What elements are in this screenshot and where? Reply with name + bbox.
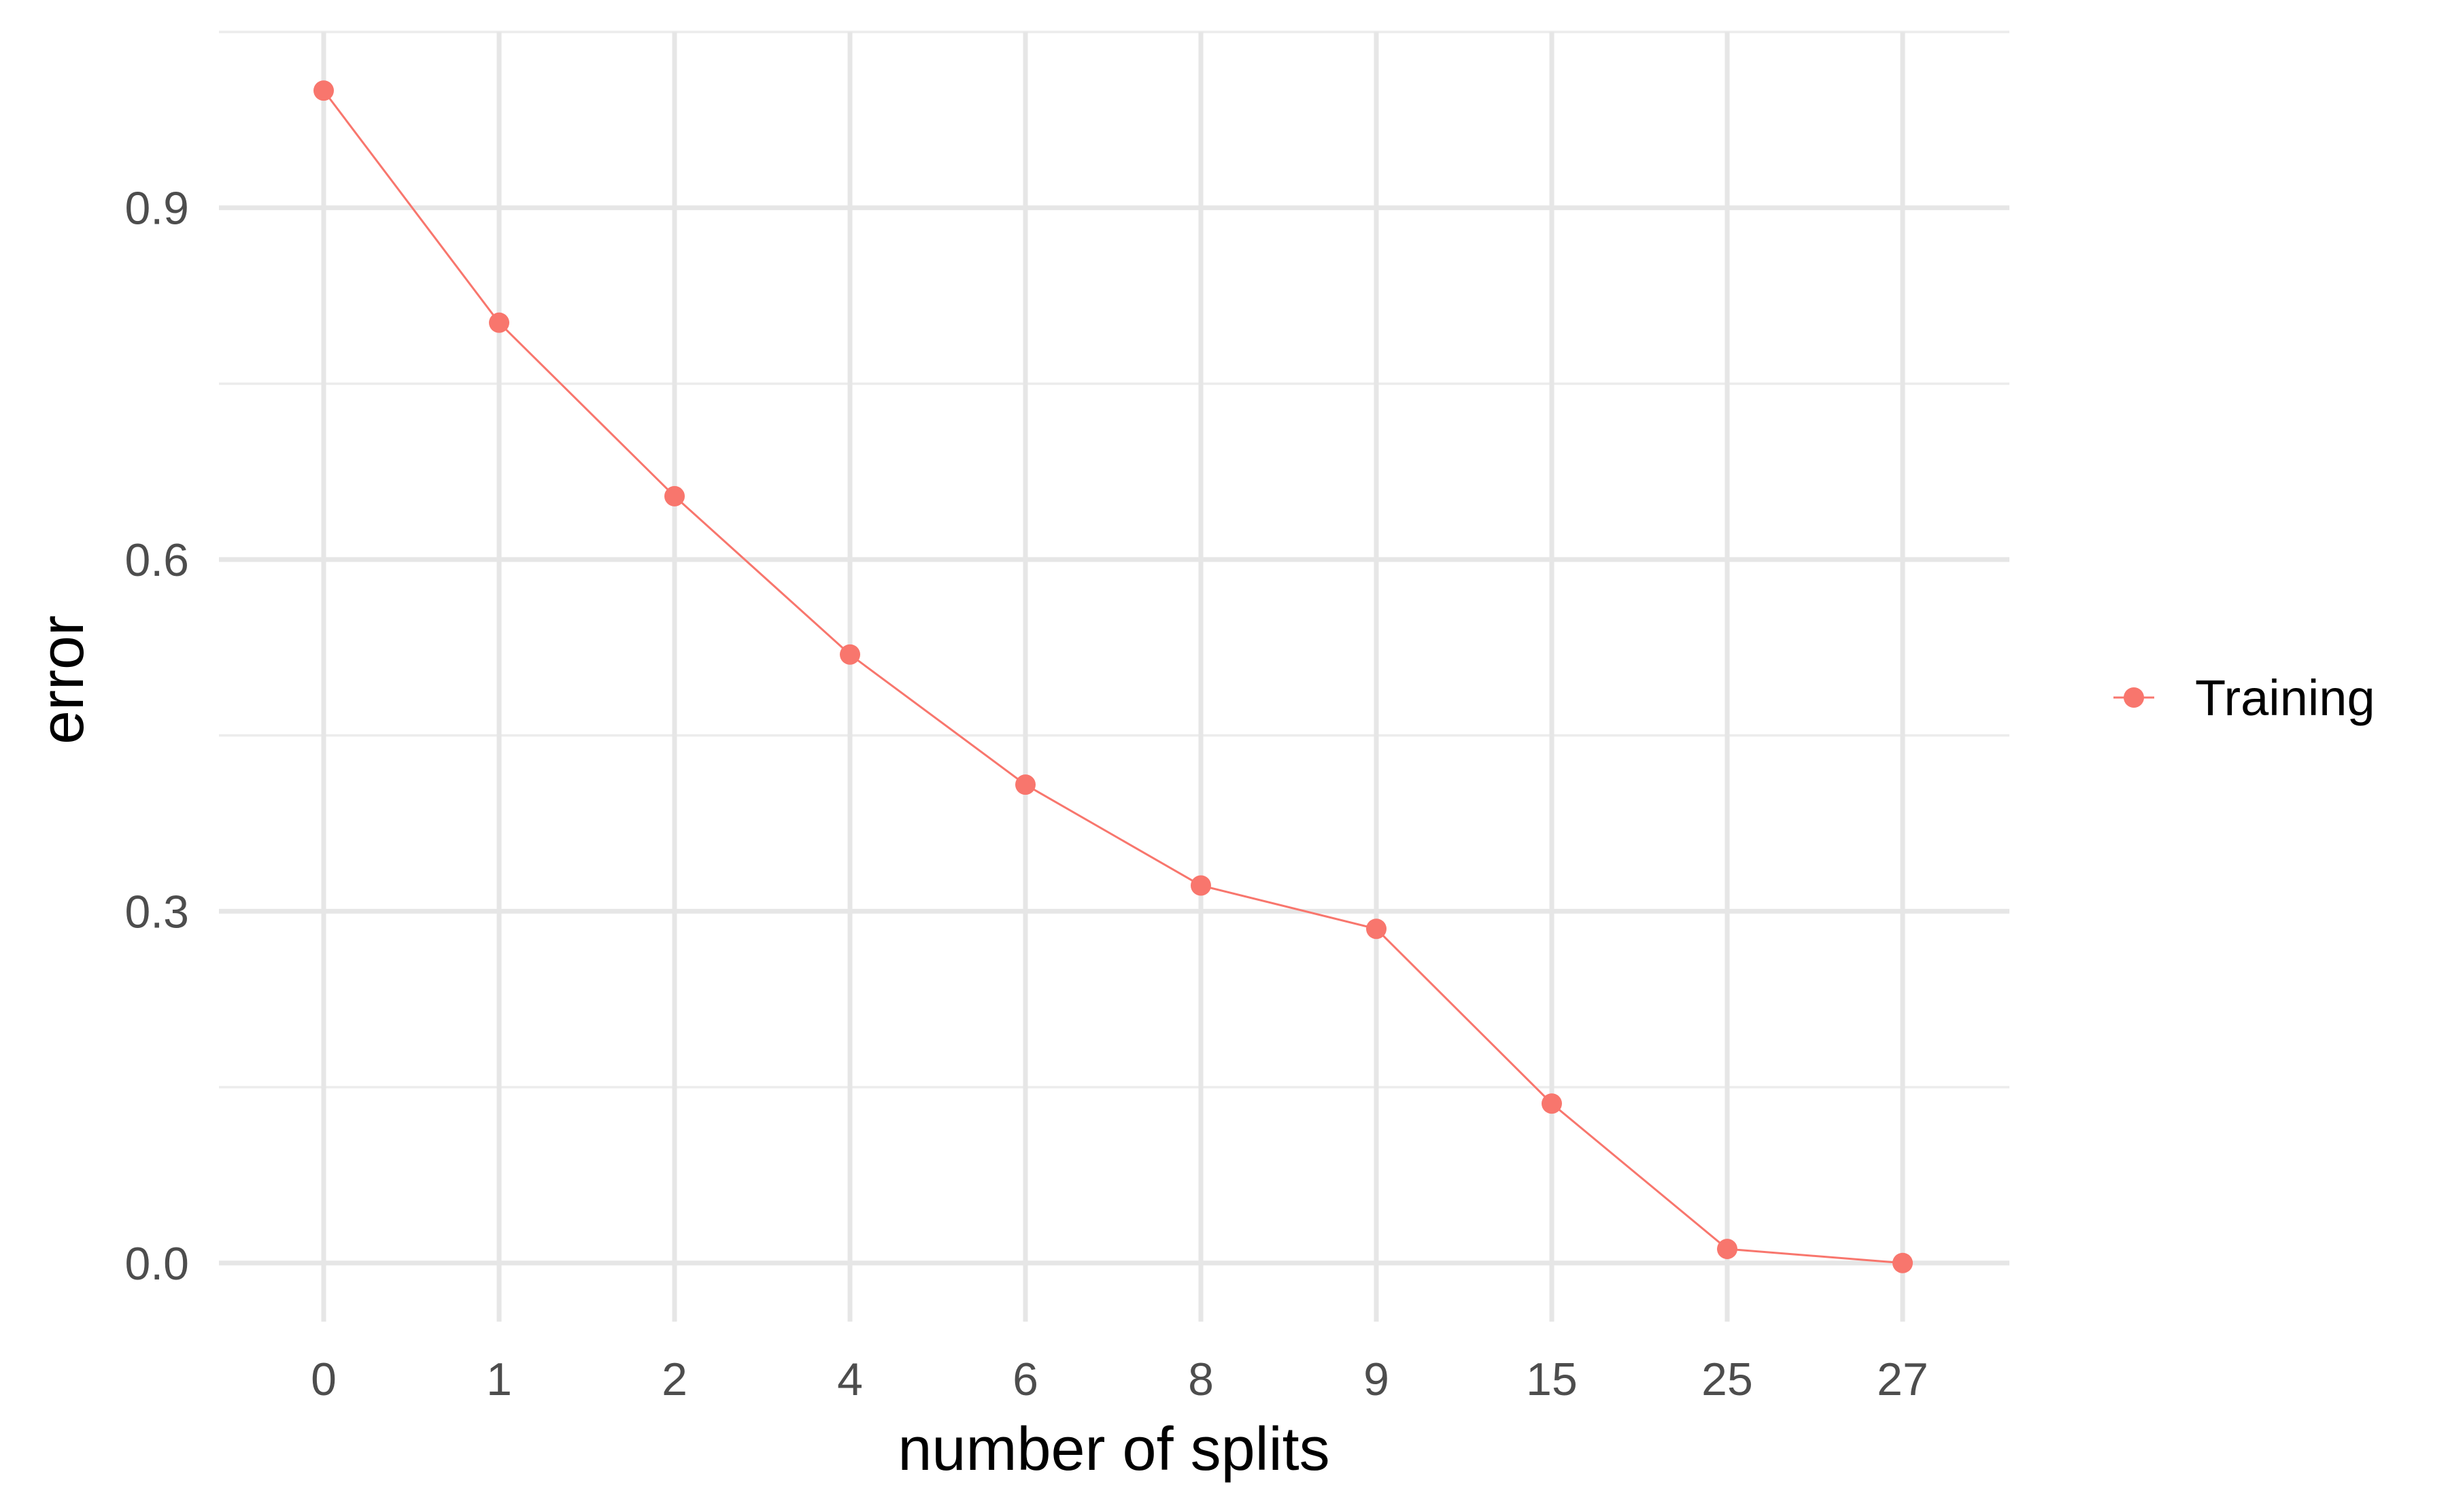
x-tick-label: 0	[311, 1354, 337, 1405]
x-tick-label: 9	[1363, 1354, 1389, 1405]
x-axis-title: number of splits	[898, 1415, 1329, 1483]
y-axis-title: error	[29, 615, 97, 744]
legend: Training	[2113, 670, 2375, 726]
legend-key-marker	[2124, 687, 2144, 708]
data-point	[489, 312, 509, 333]
x-tick-label: 25	[1701, 1354, 1753, 1405]
data-point	[1191, 875, 1211, 896]
x-tick-label: 6	[1013, 1354, 1038, 1405]
series-layer	[313, 80, 1913, 1273]
legend-label-training: Training	[2195, 670, 2375, 726]
y-tick-label: 0.6	[124, 534, 189, 586]
x-tick-label: 15	[1526, 1354, 1578, 1405]
data-point	[1015, 774, 1036, 795]
x-tick-label: 8	[1188, 1354, 1214, 1405]
x-tick-label: 27	[1877, 1354, 1928, 1405]
x-axis-ticks: 0 1 2 4 6 8 9 15 25 27	[311, 1354, 1928, 1405]
y-tick-label: 0.3	[124, 886, 189, 938]
y-tick-label: 0.0	[124, 1238, 189, 1290]
series-line-training	[322, 90, 1903, 1265]
data-point	[840, 644, 860, 665]
minor-gridlines	[219, 31, 2009, 1088]
x-tick-label: 2	[662, 1354, 687, 1405]
x-tick-label: 1	[486, 1354, 512, 1405]
data-point	[1892, 1252, 1913, 1273]
x-tick-label: 4	[837, 1354, 863, 1405]
major-gridlines	[219, 32, 2009, 1322]
data-point	[1542, 1093, 1562, 1114]
data-point	[1717, 1239, 1737, 1260]
data-point	[1366, 918, 1387, 940]
y-axis-ticks: 0.0 0.3 0.6 0.9	[124, 183, 189, 1290]
data-point	[313, 80, 334, 101]
data-point	[664, 485, 685, 506]
y-tick-label: 0.9	[124, 183, 189, 235]
